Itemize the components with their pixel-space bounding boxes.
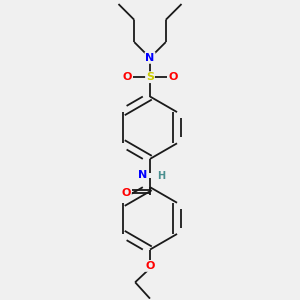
Text: N: N (138, 170, 147, 180)
Text: O: O (122, 188, 131, 198)
Text: O: O (122, 72, 132, 82)
Text: N: N (146, 53, 154, 63)
Text: O: O (145, 261, 155, 271)
Text: H: H (158, 171, 166, 181)
Text: S: S (146, 72, 154, 82)
Text: O: O (168, 72, 178, 82)
